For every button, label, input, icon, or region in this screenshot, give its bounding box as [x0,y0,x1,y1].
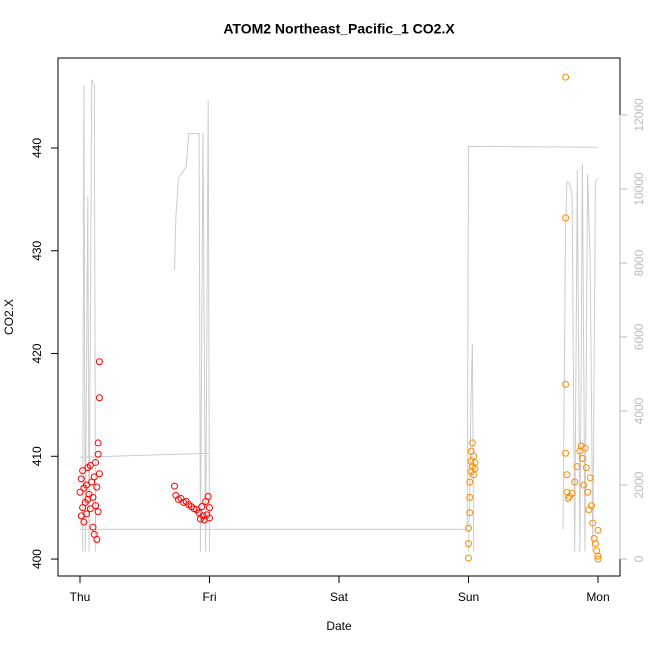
data-point [591,540,599,548]
data-point [77,475,85,483]
data-point [464,524,472,532]
data-point [589,519,597,527]
data-point [470,452,478,460]
data-point [588,502,596,510]
y-axis-title: CO2.X [2,299,16,335]
data-point [593,547,601,555]
x-tick-label: Mon [586,590,609,604]
data-point [206,514,214,522]
data-point [95,470,103,478]
data-point [464,540,472,548]
data-point [562,380,570,388]
data-point [171,482,179,490]
data-point [89,493,97,501]
data-point [594,552,602,560]
plot-frame [57,57,621,577]
x-tick-label: Fri [203,590,217,604]
y-tick-label: 440 [30,138,44,158]
data-point [594,555,602,563]
data-point [581,444,589,452]
data-point [580,481,588,489]
data-point [562,73,570,81]
data-point [466,509,474,517]
data-point [94,439,102,447]
data-point [563,471,571,479]
x-tick-label: Sun [458,590,479,604]
x-tick-label: Sat [330,590,349,604]
data-point [568,489,576,497]
y-tick-label: 420 [30,343,44,363]
data-point [594,526,602,534]
data-point [466,493,474,501]
data-point [89,523,97,531]
data-point [76,488,84,496]
y2-tick-label: 4000 [632,397,646,424]
data-point [468,439,476,447]
data-point [562,214,570,222]
data-point [576,447,584,455]
data-point [93,536,101,544]
data-point [82,510,90,518]
y2-tick-label: 8000 [632,249,646,276]
data-point [82,481,90,489]
data-point [204,492,212,500]
data-point [79,467,87,475]
data-point [199,512,207,520]
data-point [95,394,103,402]
data-point [93,483,101,491]
y-tick-label: 430 [30,240,44,260]
data-point [198,503,206,511]
data-point [471,465,479,473]
data-point [590,534,598,542]
x-tick-label: Thu [70,590,91,604]
chart-title: ATOM2 Northeast_Pacific_1 CO2.X [223,21,455,37]
data-point [94,508,102,516]
data-point [80,518,88,526]
data-point [582,464,590,472]
y2-tick-label: 0 [632,555,646,562]
data-point [94,450,102,458]
x-axis-title: Date [326,619,352,633]
y2-tick-label: 2000 [632,471,646,498]
data-point [562,449,570,457]
data-point [206,504,214,512]
data-point [90,473,98,481]
data-point [92,458,100,466]
data-point [577,442,585,450]
data-point [584,488,592,496]
secondary-line [79,79,599,552]
data-point [573,463,581,471]
data-point [464,554,472,562]
y2-tick-label: 6000 [632,323,646,350]
data-point [95,358,103,366]
data-point [86,462,94,470]
y-tick-label: 400 [30,549,44,569]
data-point [466,478,474,486]
y2-tick-label: 10000 [632,172,646,206]
data-point [571,478,579,486]
y2-tick-label: 12000 [632,98,646,132]
y-tick-label: 410 [30,446,44,466]
data-point [92,502,100,510]
data-point [86,505,94,513]
data-point [586,474,594,482]
data-point [578,454,586,462]
